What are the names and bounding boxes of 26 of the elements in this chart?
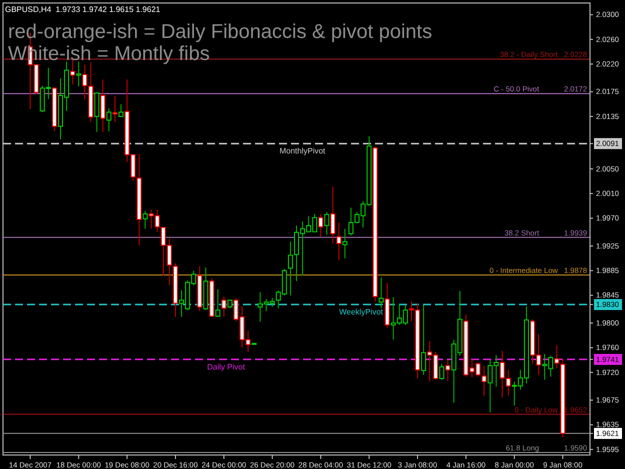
candlestick bbox=[100, 78, 106, 132]
candlestick bbox=[378, 276, 384, 309]
ref-line-label: MonthlyPivot bbox=[279, 146, 326, 156]
candlestick bbox=[118, 104, 124, 118]
candlestick bbox=[76, 61, 82, 87]
candlestick bbox=[70, 59, 76, 85]
candlestick bbox=[142, 210, 148, 230]
candlestick bbox=[554, 344, 560, 369]
candlestick bbox=[106, 108, 112, 132]
ref-line-label: WeeklyPivot bbox=[339, 308, 384, 317]
candlestick bbox=[221, 296, 226, 318]
candlestick bbox=[112, 96, 118, 123]
candlestick bbox=[482, 365, 487, 396]
candlestick bbox=[421, 304, 426, 376]
chart-title: GBPUSD,H4 1.9733 1.9742 1.9615 1.9621 bbox=[5, 5, 161, 14]
candlestick bbox=[330, 186, 336, 244]
candlestick bbox=[94, 92, 100, 132]
candlestick bbox=[342, 228, 348, 259]
candlestick bbox=[318, 213, 324, 238]
candlestick bbox=[336, 222, 342, 261]
candlestick bbox=[324, 212, 330, 236]
annotation: red-orange-ish = Daily Fibonaccis & pivot points bbox=[8, 21, 432, 43]
candlestick bbox=[439, 363, 444, 380]
candlestick bbox=[215, 288, 220, 318]
ref-line-label: Daily Pivot bbox=[207, 362, 246, 372]
candlestick bbox=[445, 360, 450, 382]
